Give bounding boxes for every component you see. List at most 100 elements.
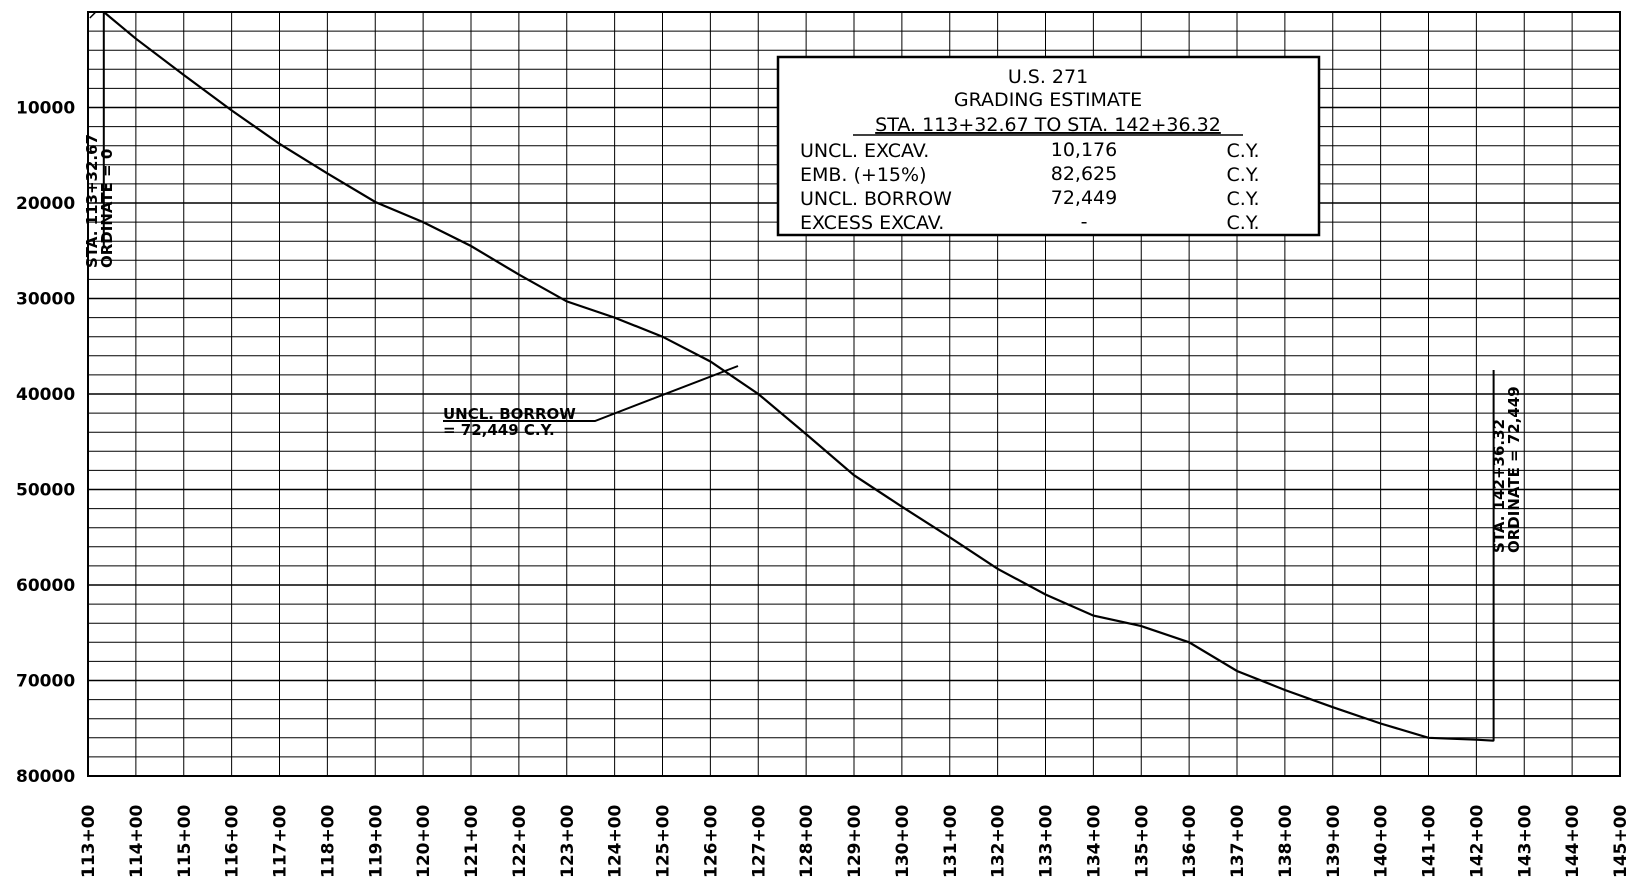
y-tick-label: 30000: [16, 290, 75, 310]
x-tick-label: 140+00: [1372, 804, 1392, 878]
x-tick-label: 135+00: [1132, 804, 1152, 878]
start-station-annotation: STA. 113+32.67 ORDINATE = 0: [83, 134, 116, 268]
mass-curve-point: [422, 221, 424, 223]
x-tick-label: 130+00: [893, 804, 913, 878]
table-unit: C.Y.: [1226, 212, 1259, 234]
mass-curve-point: [566, 300, 568, 303]
table-item: UNCL. BORROW: [800, 188, 952, 210]
borrow-callout: UNCL. BORROW = 72,449 C.Y.: [443, 365, 739, 439]
mass-curve-point: [853, 474, 855, 477]
mass-curve-point: [1332, 706, 1334, 708]
x-tick-label: 136+00: [1180, 804, 1200, 878]
mass-curve-point: [661, 335, 664, 338]
x-tick-label: 116+00: [223, 804, 243, 878]
mass-curve-point: [135, 37, 137, 40]
mass-curve-point: [1427, 737, 1430, 739]
x-tick-label: 134+00: [1084, 804, 1104, 878]
x-tick-label: 127+00: [749, 804, 769, 878]
mass-curve-point: [1044, 593, 1047, 596]
start-station-ordinate: ORDINATE = 0: [98, 149, 116, 268]
mass-curve-point: [949, 536, 951, 539]
mass-curve-point: [709, 360, 712, 363]
table-frame: [776, 55, 1321, 237]
mass-curve-point: [1236, 670, 1238, 672]
table-qty: 82,625: [1051, 163, 1117, 185]
mass-curve-point: [901, 505, 903, 508]
x-tick-label: 131+00: [941, 804, 961, 878]
table-qty: 10,176: [1051, 139, 1117, 161]
axis-ticks: 10000 20000 30000 40000 50000 60000 70000 80000…: [16, 99, 1631, 879]
x-tick-label: 121+00: [462, 804, 482, 878]
x-tick-label: 118+00: [318, 804, 338, 878]
table-qty: -: [1081, 211, 1088, 233]
x-tick-label: 113+00: [79, 804, 99, 878]
x-tick-label: 128+00: [797, 804, 817, 878]
x-tick-label: 143+00: [1515, 804, 1535, 878]
x-tick-label: 123+00: [558, 804, 578, 878]
x-tick-label: 122+00: [510, 804, 530, 878]
mass-curve-point: [183, 74, 185, 76]
y-tick-label: 20000: [16, 194, 75, 214]
table-item: UNCL. EXCAV.: [800, 140, 929, 162]
mass-curve-point: [1188, 641, 1190, 644]
x-tick-label: 125+00: [654, 804, 674, 878]
y-tick-label: 60000: [16, 576, 75, 596]
x-tick-label: 138+00: [1276, 804, 1296, 878]
table-unit: C.Y.: [1226, 188, 1259, 210]
x-tick-label: 133+00: [1037, 804, 1057, 878]
x-tick-label: 129+00: [845, 804, 865, 878]
x-tick-label: 139+00: [1324, 804, 1344, 878]
table-item: EXCESS EXCAV.: [800, 212, 944, 234]
table-title-1: U.S. 271: [1008, 66, 1088, 88]
mass-curve-point: [374, 201, 377, 203]
y-tick-label: 50000: [16, 481, 75, 501]
table-unit: C.Y.: [1226, 140, 1259, 162]
borrow-callout-line1: UNCL. BORROW: [443, 405, 576, 423]
mass-curve-point: [1092, 614, 1095, 617]
x-tick-label: 119+00: [366, 804, 386, 878]
y-tick-label: 80000: [16, 767, 75, 787]
end-station-label: STA. 142+36.32: [1490, 419, 1508, 553]
chart-marks: [89, 11, 1495, 742]
start-station-label: STA. 113+32.67: [83, 134, 101, 268]
table-title-2: GRADING ESTIMATE: [954, 89, 1142, 111]
x-tick-label: 114+00: [127, 804, 147, 878]
mass-curve-point: [470, 245, 472, 247]
mass-curve-point: [1284, 689, 1286, 691]
table-item: EMB. (+15%): [800, 164, 927, 186]
mass-curve-point: [805, 433, 807, 435]
y-tick-label: 70000: [16, 672, 75, 692]
y-tick-label: 10000: [16, 99, 75, 119]
y-tick-label: 40000: [16, 385, 75, 405]
borrow-callout-leader: [443, 365, 739, 422]
x-tick-label: 115+00: [175, 804, 195, 878]
table-qty: 72,449: [1051, 187, 1117, 209]
x-tick-label: 142+00: [1467, 804, 1487, 878]
borrow-callout-line2: = 72,449 C.Y.: [443, 421, 555, 439]
mass-curve-point: [1379, 722, 1382, 725]
mass-curve-point: [278, 143, 281, 145]
table-range: STA. 113+32.67 TO STA. 142+36.32: [875, 114, 1221, 136]
end-station-ordinate: ORDINATE = 72,449: [1505, 386, 1523, 553]
mass-curve-point: [996, 568, 999, 570]
grading-estimate-table: U.S. 271 GRADING ESTIMATE STA. 113+32.67…: [776, 55, 1321, 237]
x-tick-label: 145+00: [1611, 804, 1631, 878]
x-tick-label: 144+00: [1563, 804, 1583, 878]
x-tick-label: 137+00: [1228, 804, 1248, 878]
x-tick-label: 117+00: [271, 804, 291, 878]
x-tick-label: 126+00: [701, 804, 721, 878]
mass-curve-point: [518, 273, 520, 276]
x-tick-label: 120+00: [414, 804, 434, 878]
table-unit: C.Y.: [1226, 164, 1259, 186]
end-station-annotation: STA. 142+36.32 ORDINATE = 72,449: [1490, 386, 1523, 553]
x-tick-label: 141+00: [1420, 804, 1440, 878]
mass-curve-point: [1140, 625, 1143, 627]
mass-curve-point: [757, 393, 760, 395]
x-tick-label: 124+00: [606, 804, 626, 878]
mass-curve-point: [1475, 738, 1478, 741]
mass-curve-point: [326, 172, 329, 175]
start-station-hatch: [89, 11, 104, 19]
x-tick-label: 132+00: [989, 804, 1009, 878]
mass-curve-point: [230, 109, 233, 112]
